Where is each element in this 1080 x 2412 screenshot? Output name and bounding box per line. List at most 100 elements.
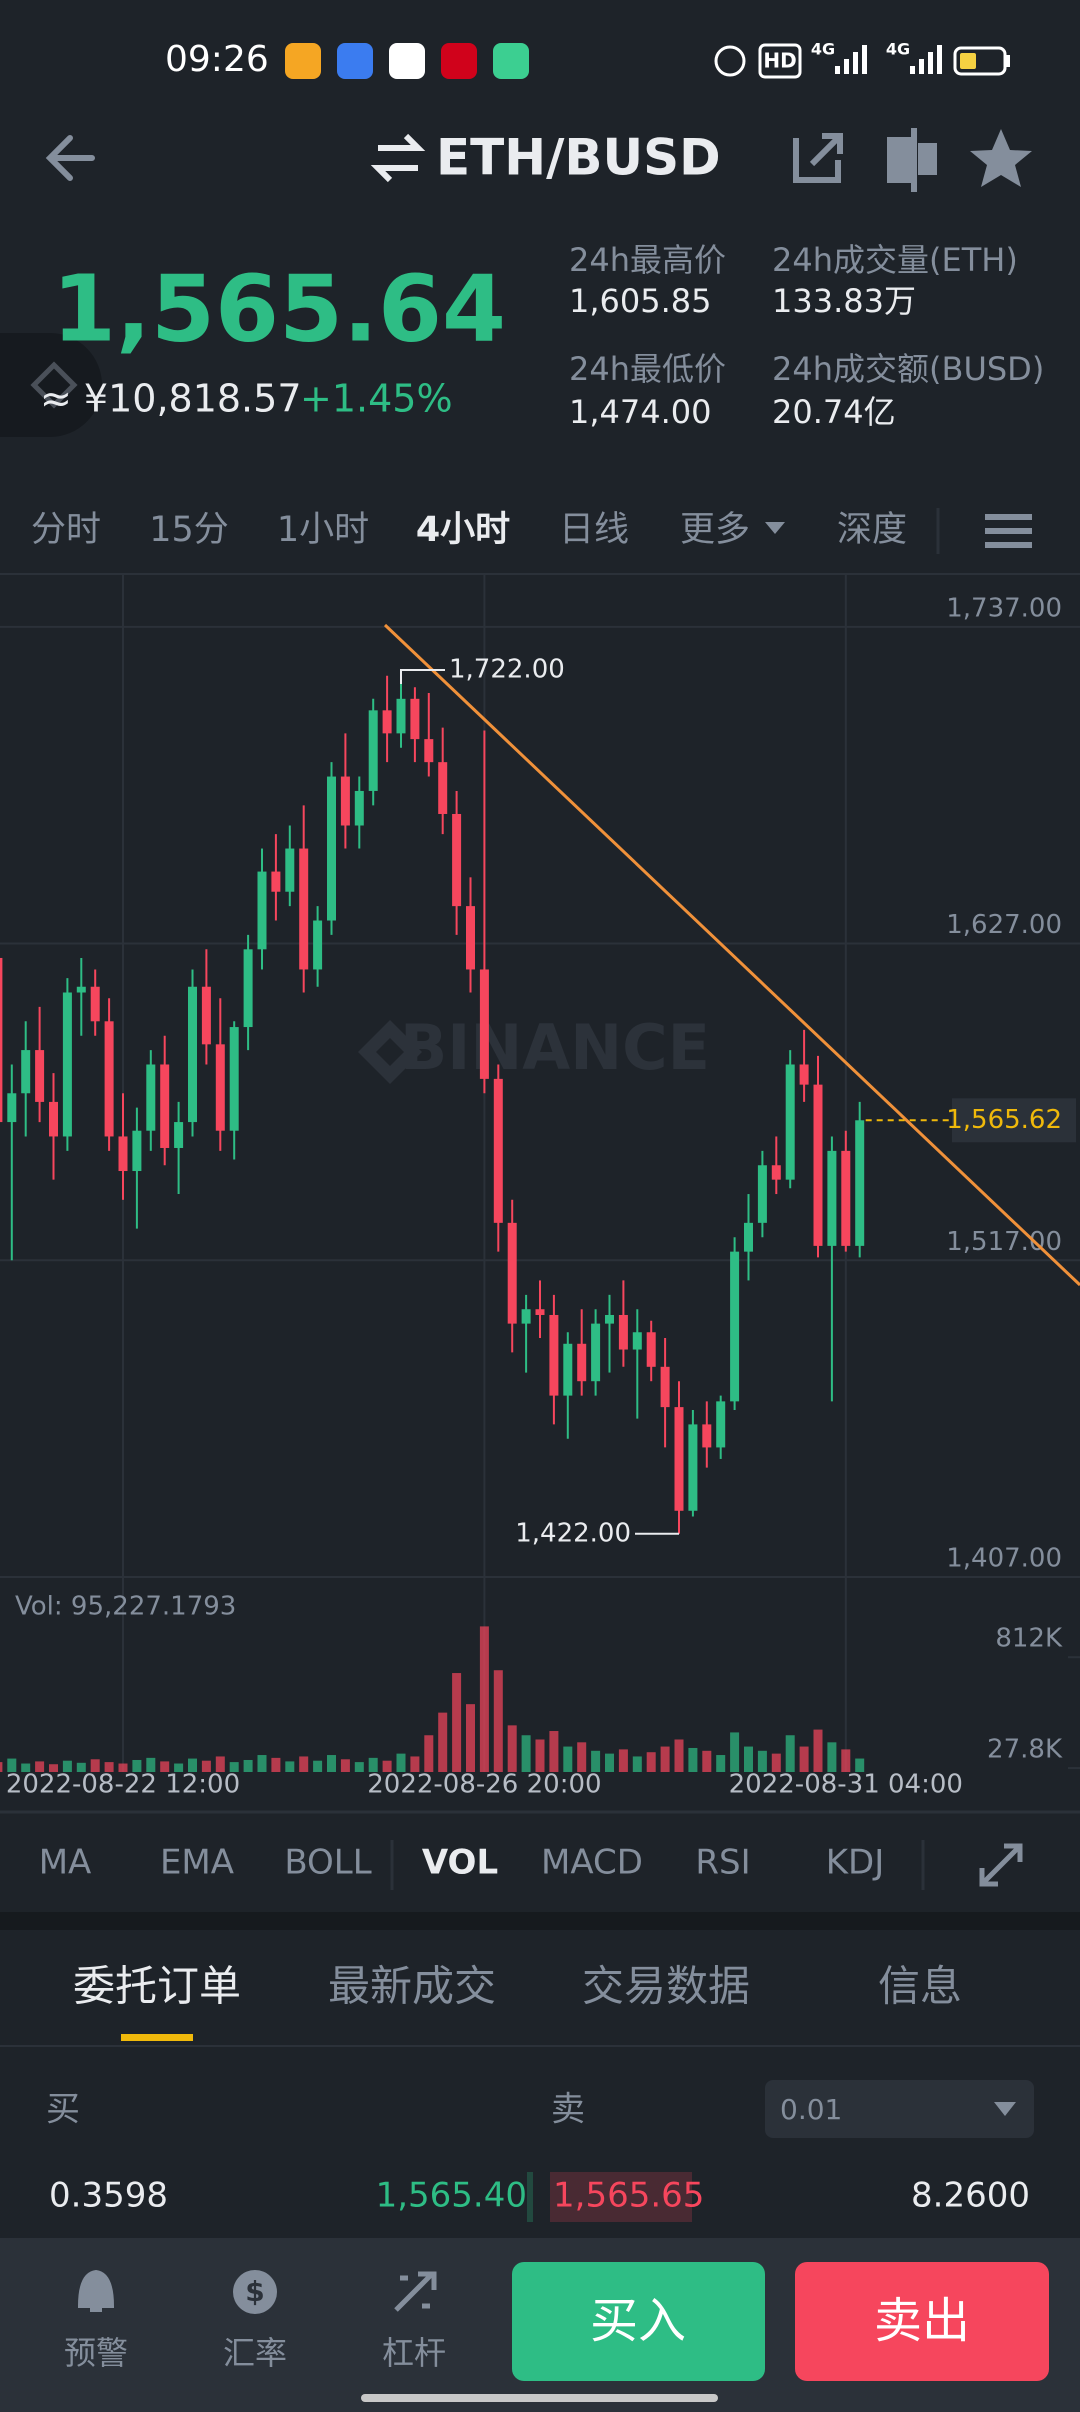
y-tick-label: 1,737.00 [946,593,1062,623]
timeframe-tab[interactable]: 1小时 [277,510,369,550]
volume-bar [76,1762,86,1772]
timeframe-tab[interactable]: 日线 [559,510,629,550]
candle-body [396,698,406,734]
stat-label: 24h成交量(ETH) [772,241,1018,279]
indicator-tab[interactable]: KDJ [826,1843,885,1883]
volume-bar [438,1712,448,1772]
back-button[interactable] [45,135,95,181]
content-tab[interactable]: 委托订单 [73,1962,241,2011]
candle-body [174,1122,184,1148]
timeframe-tab[interactable]: 4小时 [416,510,510,550]
buy-label[interactable]: 买入 [590,2293,686,2349]
settings-button[interactable] [985,514,1032,548]
watermark: BINANCE [400,1011,710,1084]
sell-header: 卖 [551,2090,585,2130]
nav-item[interactable]: 汇率 [223,2334,287,2372]
volume-bar [605,1753,614,1772]
content-tab[interactable]: 信息 [878,1962,962,2011]
candle-body [438,762,448,814]
volume-bar [618,1749,628,1772]
timeframe-tab[interactable]: 深度 [837,510,907,550]
candle-body [605,1314,614,1324]
x-tick-label: 2022-08-31 04:00 [729,1770,963,1800]
candle-body [285,848,295,892]
indicator-tab[interactable]: VOL [422,1843,498,1883]
bid-depth [527,2172,533,2222]
volume-bar [382,1760,392,1772]
indicator-tab[interactable]: EMA [160,1843,234,1883]
chart-mode-button[interactable] [887,128,937,192]
last-price-tag [952,1098,1076,1143]
floating-bubble[interactable] [0,333,102,437]
candle-body [160,1064,170,1148]
candle-body [62,992,72,1137]
buy-button[interactable] [512,2262,765,2381]
precision-select[interactable] [765,2080,1034,2138]
indicator-tab[interactable]: MACD [541,1843,643,1883]
candle-body [327,776,336,921]
timeframe-tab[interactable]: 15分 [149,510,229,550]
x-tick-label: 2022-08-22 12:00 [6,1770,240,1800]
candle-body [688,1424,698,1511]
candle-body [118,1136,128,1172]
candle-body [479,969,489,1079]
candle-body [452,813,462,907]
candle-body [146,1064,156,1131]
indicator-tab[interactable]: BOLL [284,1843,371,1883]
candle-body [507,1222,517,1324]
volume-bar [201,1760,211,1772]
candle-body [577,1343,587,1382]
home-indicator [361,2394,718,2402]
candle-body [674,1407,684,1511]
candle-body [646,1332,656,1367]
volume-bar [549,1731,559,1772]
timeframe-tab[interactable]: 分时 [31,510,101,550]
volume-bar [243,1759,253,1772]
sell-label[interactable]: 卖出 [874,2293,970,2349]
candle-body [813,1084,823,1246]
indicator-tab[interactable]: RSI [695,1843,750,1883]
volume-bar [271,1757,281,1772]
status-app-icon [337,43,373,79]
bubble-logo [30,361,78,409]
volume-bar [493,1670,503,1772]
section-gap [0,1912,1080,1930]
nav-item[interactable]: 杠杆 [382,2334,446,2372]
swap-icon[interactable] [370,133,426,183]
candle-body [841,1150,851,1246]
bid-quantity: 0.3598 [49,2176,168,2216]
share-button[interactable] [793,133,843,183]
content-tab[interactable]: 最新成交 [328,1962,496,2011]
candle-body [632,1332,642,1350]
candle-body [716,1401,726,1448]
rate-icon-glyph: $ [245,2275,264,2308]
volume-bar [35,1761,45,1772]
indicator-tab[interactable]: MA [39,1843,92,1883]
volume-bar [688,1747,698,1772]
volume-bar [354,1762,364,1772]
volume-bar [410,1756,420,1772]
nav-item[interactable]: 预警 [64,2334,128,2372]
stat-value: 133.83万 [772,282,916,320]
candle-body [410,698,420,740]
fullscreen-button[interactable] [979,1843,1023,1887]
timeframe-tab[interactable]: 更多 [680,510,750,550]
y-tick-label: 812K [995,1624,1063,1654]
content-tab[interactable]: 交易数据 [582,1962,750,2011]
status-app-icon [441,43,477,79]
candle-body [257,871,267,950]
volume-bar [340,1759,350,1772]
volume-bar [563,1746,573,1772]
volume-bar [632,1756,642,1772]
stat-label: 24h成交额(BUSD) [772,350,1044,388]
sell-button[interactable] [795,2262,1049,2381]
watermark-logo [358,1020,422,1084]
pair-title[interactable]: ETH/BUSD [436,129,721,187]
y-tick-label: 27.8K [987,1735,1063,1765]
signal-bar [835,66,840,74]
tab-underline [121,2034,193,2041]
candle-body [243,949,253,1028]
candle-body [104,1021,114,1137]
favorite-button[interactable] [970,129,1032,187]
